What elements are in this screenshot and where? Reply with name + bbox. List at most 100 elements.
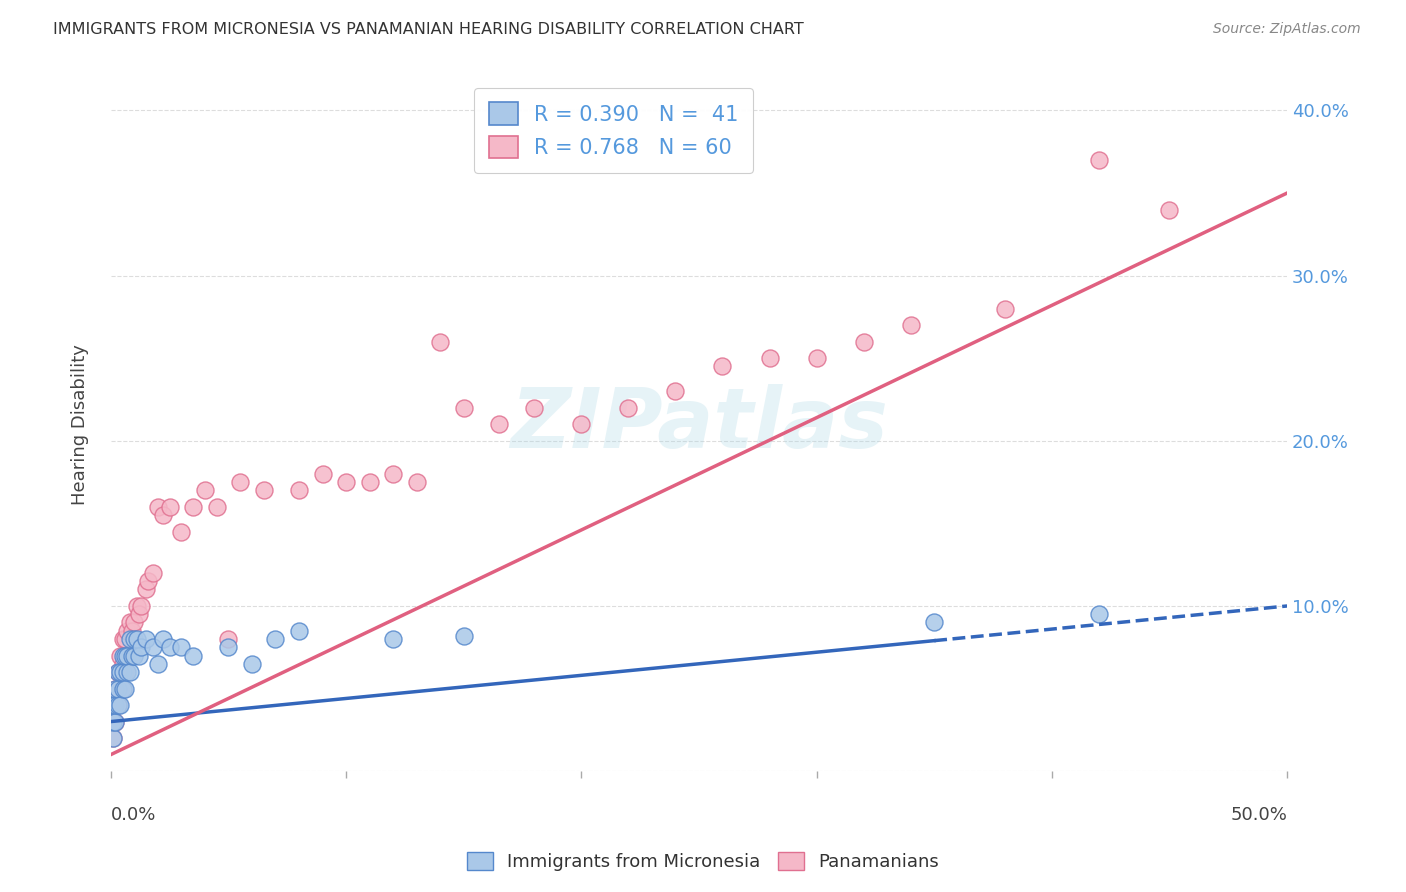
Point [111, 681, 134, 696]
Point [488, 417, 510, 432]
Point [121, 648, 143, 663]
Point [758, 351, 780, 366]
Point [205, 500, 228, 514]
Point [142, 640, 165, 655]
Point [922, 615, 945, 630]
Point [453, 401, 475, 415]
Point [181, 500, 204, 514]
Text: 50.0%: 50.0% [1230, 805, 1286, 824]
Point [101, 731, 124, 745]
Point [217, 640, 239, 655]
Point [405, 475, 427, 489]
Point [128, 607, 150, 622]
Point [125, 632, 148, 646]
Point [107, 698, 129, 712]
Point [111, 665, 134, 679]
Point [124, 648, 146, 663]
Point [264, 632, 287, 646]
Point [229, 475, 252, 489]
Point [107, 665, 129, 679]
Point [101, 714, 124, 729]
Point [114, 632, 136, 646]
Point [335, 475, 357, 489]
Point [159, 640, 181, 655]
Point [806, 351, 828, 366]
Point [146, 500, 169, 514]
Point [217, 632, 239, 646]
Point [115, 665, 138, 679]
Point [453, 629, 475, 643]
Point [101, 698, 124, 712]
Point [108, 698, 131, 712]
Point [104, 714, 127, 729]
Point [382, 632, 405, 646]
Point [104, 681, 127, 696]
Text: 0.0%: 0.0% [111, 805, 156, 824]
Point [115, 648, 138, 663]
Text: Source: ZipAtlas.com: Source: ZipAtlas.com [1213, 22, 1361, 37]
Point [131, 640, 153, 655]
Point [124, 615, 146, 630]
Point [101, 698, 124, 712]
Point [118, 615, 141, 630]
Point [114, 665, 136, 679]
Point [181, 648, 204, 663]
Point [108, 665, 131, 679]
Point [194, 483, 217, 498]
Point [114, 681, 136, 696]
Point [852, 334, 875, 349]
Legend: R = 0.390   N =  41, R = 0.768   N = 60: R = 0.390 N = 41, R = 0.768 N = 60 [474, 87, 754, 173]
Point [900, 318, 922, 333]
Point [107, 698, 129, 712]
Point [101, 714, 124, 729]
Point [125, 599, 148, 613]
Point [104, 698, 127, 712]
Point [118, 648, 141, 663]
Point [170, 524, 193, 539]
Point [121, 624, 143, 638]
Point [253, 483, 276, 498]
Point [107, 681, 129, 696]
Point [131, 599, 153, 613]
Point [146, 657, 169, 671]
Point [1088, 607, 1111, 622]
Text: ZIPatlas: ZIPatlas [510, 384, 887, 465]
Point [664, 384, 686, 399]
Point [118, 632, 141, 646]
Point [142, 566, 165, 580]
Point [104, 714, 127, 729]
Point [138, 574, 160, 589]
Legend: Immigrants from Micronesia, Panamanians: Immigrants from Micronesia, Panamanians [460, 845, 946, 879]
Point [111, 681, 134, 696]
Point [1088, 153, 1111, 167]
Point [711, 359, 734, 374]
Point [240, 657, 263, 671]
Point [111, 648, 134, 663]
Point [108, 681, 131, 696]
Y-axis label: Hearing Disability: Hearing Disability [72, 343, 89, 505]
Point [111, 632, 134, 646]
Point [108, 665, 131, 679]
Point [101, 731, 124, 745]
Point [111, 657, 134, 671]
Point [115, 648, 138, 663]
Point [1159, 202, 1181, 217]
Point [114, 648, 136, 663]
Point [124, 632, 146, 646]
Point [107, 681, 129, 696]
Point [108, 648, 131, 663]
Point [118, 665, 141, 679]
Point [359, 475, 381, 489]
Point [617, 401, 640, 415]
Point [104, 698, 127, 712]
Point [311, 467, 333, 481]
Point [152, 508, 174, 523]
Point [382, 467, 405, 481]
Point [288, 624, 311, 638]
Point [994, 301, 1017, 316]
Point [523, 401, 546, 415]
Point [288, 483, 311, 498]
Point [135, 582, 157, 597]
Point [159, 500, 181, 514]
Point [104, 681, 127, 696]
